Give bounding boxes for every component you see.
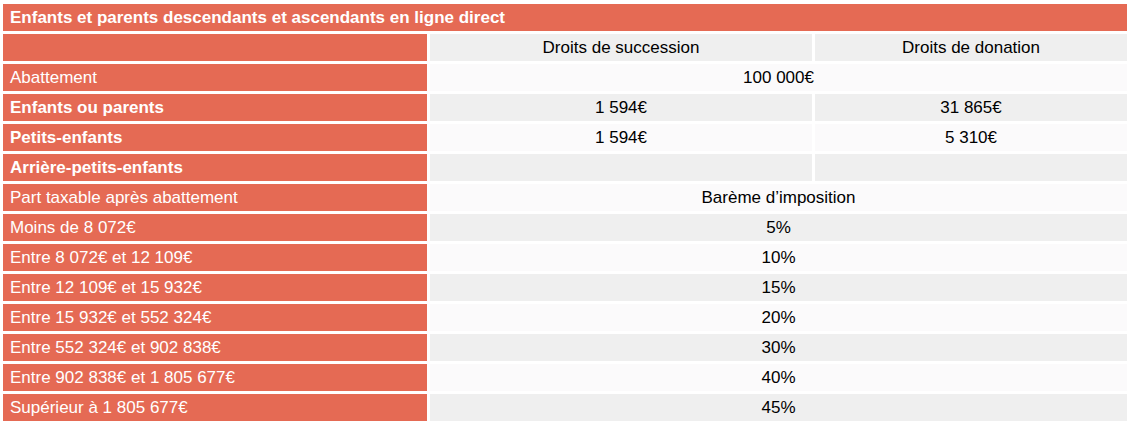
table-row-bracket: Entre 552 324€ et 902 838€ 30%: [3, 334, 1127, 361]
bracket-range: Entre 552 324€ et 902 838€: [3, 334, 427, 361]
donation-value: 31 865€: [815, 94, 1127, 121]
table-row-title: Enfants et parents descendants et ascend…: [3, 4, 1127, 31]
donation-value-empty: [815, 154, 1127, 181]
bracket-range: Entre 902 838€ et 1 805 677€: [3, 364, 427, 391]
bracket-range: Supérieur à 1 805 677€: [3, 394, 427, 421]
allowance-value: 100 000€: [430, 64, 1127, 91]
table-row-bracket: Entre 12 109€ et 15 932€ 15%: [3, 274, 1127, 301]
succession-value-empty: [430, 154, 812, 181]
bracket-rate: 20%: [430, 304, 1127, 331]
inheritance-tax-table: Enfants et parents descendants et ascend…: [0, 1, 1130, 424]
table-row-bracket: Moins de 8 072€ 5%: [3, 214, 1127, 241]
table-row-headers: Droits de succession Droits de donation: [3, 34, 1127, 61]
donation-value: 5 310€: [815, 124, 1127, 151]
bracket-rate: 15%: [430, 274, 1127, 301]
bracket-range: Moins de 8 072€: [3, 214, 427, 241]
table-row-bracket: Entre 8 072€ et 12 109€ 10%: [3, 244, 1127, 271]
table-row-scale-header: Part taxable après abattement Barème d’i…: [3, 184, 1127, 211]
bracket-rate: 30%: [430, 334, 1127, 361]
inheritance-tax-table-page: Enfants et parents descendants et ascend…: [0, 0, 1132, 424]
table-row-allowance: Abattement 100 000€: [3, 64, 1127, 91]
relative-label: Enfants ou parents: [3, 94, 427, 121]
bracket-rate: 5%: [430, 214, 1127, 241]
succession-value: 1 594€: [430, 124, 812, 151]
column-header-succession: Droits de succession: [430, 34, 812, 61]
succession-value: 1 594€: [430, 94, 812, 121]
column-header-donation: Droits de donation: [815, 34, 1127, 61]
bracket-range: Entre 15 932€ et 552 324€: [3, 304, 427, 331]
bracket-rate: 40%: [430, 364, 1127, 391]
table-row-grandchildren: Petits-enfants 1 594€ 5 310€: [3, 124, 1127, 151]
table-row-great-grandchildren: Arrière-petits-enfants: [3, 154, 1127, 181]
relative-label: Arrière-petits-enfants: [3, 154, 427, 181]
allowance-label: Abattement: [3, 64, 427, 91]
table-row-children-parents: Enfants ou parents 1 594€ 31 865€: [3, 94, 1127, 121]
bracket-rate: 45%: [430, 394, 1127, 421]
table-row-bracket: Entre 15 932€ et 552 324€ 20%: [3, 304, 1127, 331]
table-row-bracket: Entre 902 838€ et 1 805 677€ 40%: [3, 364, 1127, 391]
bracket-range: Entre 8 072€ et 12 109€: [3, 244, 427, 271]
table-title: Enfants et parents descendants et ascend…: [3, 4, 1127, 31]
relative-label: Petits-enfants: [3, 124, 427, 151]
bracket-rate: 10%: [430, 244, 1127, 271]
scale-label: Part taxable après abattement: [3, 184, 427, 211]
header-spacer-cell: [3, 34, 427, 61]
table-row-bracket: Supérieur à 1 805 677€ 45%: [3, 394, 1127, 421]
bracket-range: Entre 12 109€ et 15 932€: [3, 274, 427, 301]
scale-header: Barème d’imposition: [430, 184, 1127, 211]
